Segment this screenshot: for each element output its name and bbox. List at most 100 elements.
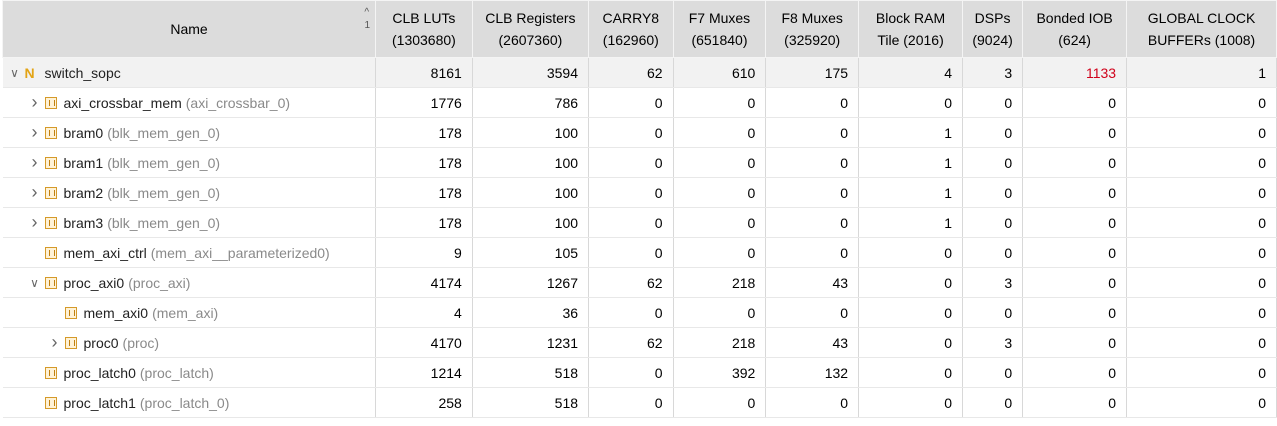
utilization-value: 0 <box>673 117 767 148</box>
utilization-value: 0 <box>1022 207 1128 238</box>
instance-name: axi_crossbar_mem <box>63 94 182 111</box>
utilization-value: 0 <box>962 177 1024 208</box>
column-header-label: Bonded IOB <box>1036 10 1113 26</box>
utilization-value: 105 <box>472 237 590 268</box>
table-row[interactable]: › bram1 (blk_mem_gen_0) 178 100 0 0 0 1 0 0 0 <box>2 147 1277 178</box>
utilization-value: 0 <box>962 117 1024 148</box>
utilization-value: 62 <box>588 267 674 298</box>
utilization-value: 62 <box>588 57 674 88</box>
utilization-value: 0 <box>673 207 767 238</box>
column-header[interactable]: CLB LUTs (1303680) <box>375 0 473 58</box>
utilization-value: 4 <box>375 297 473 328</box>
utilization-value: 3 <box>962 327 1024 358</box>
utilization-value: 1 <box>858 117 964 148</box>
utilization-value: 0 <box>765 87 860 118</box>
column-header[interactable]: GLOBAL CLOCK BUFFERs (1008) <box>1126 0 1277 58</box>
hierarchy-name-cell[interactable]: › bram0 (blk_mem_gen_0) <box>2 117 377 148</box>
column-header-name[interactable]: Name ^ 1 <box>1 0 377 58</box>
table-row[interactable]: › bram3 (blk_mem_gen_0) 178 100 0 0 0 1 0 0 0 <box>2 207 1277 238</box>
module-name: (axi_crossbar_0) <box>185 94 291 111</box>
utilization-value: 43 <box>765 327 860 358</box>
table-row[interactable]: mem_axi_ctrl (mem_axi__parameterized0) 9 10… <box>2 237 1277 268</box>
hierarchy-name-cell[interactable]: › bram1 (blk_mem_gen_0) <box>2 147 377 178</box>
table-row[interactable]: ∨ proc_axi0 (proc_axi) 4174 1267 62 218 43 0 3 0 0 <box>2 267 1277 298</box>
utilization-value: 0 <box>1126 297 1277 328</box>
hierarchy-name: proc_latch0 (proc_latch) <box>3 358 375 387</box>
hierarchy-name-cell[interactable]: › bram3 (blk_mem_gen_0) <box>2 207 377 238</box>
hierarchy-name-cell[interactable]: ∨ proc_axi0 (proc_axi) <box>2 267 377 298</box>
utilization-value: 43 <box>765 267 860 298</box>
table-header-row: Name ^ 1 CLB LUTs (1303680) CLB Registers (260… <box>1 0 1277 58</box>
table-row[interactable]: proc_latch0 (proc_latch) 1214 518 0 392 132 0 0 0… <box>2 357 1277 388</box>
column-header-capacity: (2607360) <box>498 32 563 48</box>
column-header-label: CLB LUTs <box>392 10 456 26</box>
table-row[interactable]: proc_latch1 (proc_latch_0) 258 518 0 0 0 0 0 0 0 <box>2 387 1277 418</box>
utilization-value: 1267 <box>472 267 590 298</box>
table-row[interactable]: › proc0 (proc) 4170 1231 62 218 43 0 3 0 0 <box>2 327 1277 358</box>
hierarchy-name-cell[interactable]: proc_latch1 (proc_latch_0) <box>2 387 377 418</box>
utilization-value: 0 <box>962 387 1024 418</box>
chevron-down-icon[interactable]: ∨ <box>30 275 39 290</box>
column-header-label: DSPs <box>974 10 1011 26</box>
utilization-value: 0 <box>858 87 964 118</box>
table-row[interactable]: › axi_crossbar_mem (axi_crossbar_0) 1776 786… <box>2 87 1277 118</box>
table-row[interactable]: › bram2 (blk_mem_gen_0) 178 100 0 0 0 1 0 0 0 <box>2 177 1277 208</box>
utilization-value: 0 <box>1126 267 1277 298</box>
utilization-value: 0 <box>858 267 964 298</box>
utilization-value: 518 <box>472 387 590 418</box>
utilization-value: 0 <box>588 177 674 208</box>
table-row[interactable]: mem_axi0 (mem_axi) 4 36 0 0 0 0 0 0 0 <box>2 297 1277 328</box>
utilization-value: 1 <box>858 147 964 178</box>
utilization-value: 0 <box>858 387 964 418</box>
hierarchy-name: mem_axi0 (mem_axi) <box>3 298 375 327</box>
utilization-value: 0 <box>673 147 767 178</box>
hierarchy-name-cell[interactable]: › proc0 (proc) <box>2 327 377 358</box>
utilization-value: 0 <box>765 297 860 328</box>
column-header[interactable]: F7 Muxes (651840) <box>672 0 767 58</box>
hierarchy-name-cell[interactable]: › axi_crossbar_mem (axi_crossbar_0) <box>2 87 377 118</box>
chevron-right-icon[interactable]: › <box>31 182 38 202</box>
chevron-down-icon[interactable]: ∨ <box>10 65 19 80</box>
utilization-value: 0 <box>588 357 674 388</box>
utilization-value: 0 <box>588 117 674 148</box>
column-header[interactable]: CLB Registers (2607360) <box>471 0 590 58</box>
column-header[interactable]: Block RAM Tile (2016) <box>858 0 964 58</box>
sort-indicator[interactable]: ^ 1 <box>364 7 370 31</box>
utilization-value: 1 <box>858 177 964 208</box>
utilization-value: 4 <box>858 57 964 88</box>
chevron-right-icon[interactable]: › <box>51 332 58 352</box>
column-header[interactable]: CARRY8 (162960) <box>588 0 674 58</box>
chevron-right-icon[interactable]: › <box>31 92 38 112</box>
hierarchy-name-cell[interactable]: proc_latch0 (proc_latch) <box>2 357 377 388</box>
hierarchy-name: › axi_crossbar_mem (axi_crossbar_0) <box>3 88 375 117</box>
hierarchy-name: › bram2 (blk_mem_gen_0) <box>3 178 375 207</box>
chevron-right-icon[interactable]: › <box>31 212 38 232</box>
column-header[interactable]: F8 Muxes (325920) <box>765 0 860 58</box>
column-header[interactable]: Bonded IOB (624) <box>1022 0 1128 58</box>
chevron-right-icon[interactable]: › <box>31 122 38 142</box>
utilization-value: 0 <box>673 237 767 268</box>
utilization-value: 0 <box>1126 357 1277 388</box>
chevron-right-icon[interactable]: › <box>31 152 38 172</box>
hierarchical-cell-icon <box>44 186 57 199</box>
hierarchy-name-cell[interactable]: mem_axi0 (mem_axi) <box>2 297 377 328</box>
utilization-value: 0 <box>962 357 1024 388</box>
column-header-label: F7 Muxes <box>688 10 751 26</box>
top-module-icon: N <box>24 64 35 81</box>
column-header-label: GLOBAL CLOCK <box>1147 10 1256 26</box>
hierarchy-name-cell[interactable]: › bram2 (blk_mem_gen_0) <box>2 177 377 208</box>
module-name: (proc_axi) <box>128 274 191 291</box>
module-name: (blk_mem_gen_0) <box>107 154 221 171</box>
utilization-value: 0 <box>1126 87 1277 118</box>
utilization-value: 3594 <box>472 57 590 88</box>
hierarchy-name-cell[interactable]: mem_axi_ctrl (mem_axi__parameterized0) <box>2 237 377 268</box>
column-header-capacity: (325920) <box>784 32 841 48</box>
utilization-value: 1231 <box>472 327 590 358</box>
column-header[interactable]: DSPs (9024) <box>962 0 1024 58</box>
utilization-value: 4174 <box>375 267 473 298</box>
utilization-value: 0 <box>962 207 1024 238</box>
table-row[interactable]: › bram0 (blk_mem_gen_0) 178 100 0 0 0 1 0 0 0 <box>2 117 1277 148</box>
hierarchy-name: › bram0 (blk_mem_gen_0) <box>3 118 375 147</box>
